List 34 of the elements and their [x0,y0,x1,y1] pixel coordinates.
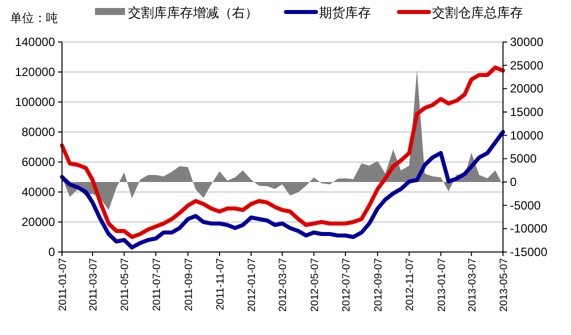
xtick: 2012-11-07 [404,258,416,311]
ytick: 100000 [14,95,55,109]
xtick: 2012-03-07 [277,258,290,312]
y2tick: 5000 [510,152,537,166]
xtick: 2011-07-07 [150,258,163,311]
ytick: 120000 [14,65,55,79]
ytick: 140000 [14,35,55,49]
y2tick: -15000 [510,245,548,259]
xtick: 2011-03-07 [88,258,100,311]
xtick: 2011-11-07 [214,258,227,310]
xtick: 2013-05-07 [498,258,510,312]
xtick: 2011-05-07 [119,258,132,311]
y2tick: 15000 [510,105,544,119]
y2tick: 10000 [510,128,544,142]
ytick: 0 [48,245,55,259]
xtick: 2012-05-07 [308,258,321,312]
ytick: 80000 [22,125,55,139]
y2tick: 30000 [510,35,544,49]
xtick: 2012-07-07 [340,258,352,312]
ytick: 40000 [22,185,55,199]
y2tick: -5000 [510,198,541,212]
xtick: 2012-01-07 [246,258,258,312]
ytick: 60000 [22,155,55,169]
xtick: 2011-09-07 [182,258,195,311]
y2tick: -10000 [510,222,548,236]
xtick: 2013-01-07 [436,258,448,312]
ylabel: 单位：吨 [10,11,58,25]
ytick: 20000 [22,215,55,229]
xtick: 2013-03-07 [466,258,478,312]
xtick: 2011-01-07 [57,258,69,311]
y2tick: 20000 [510,82,544,96]
y2tick: 0 [510,175,517,189]
y2tick: 25000 [510,58,544,72]
xtick: 2012-09-07 [372,258,385,312]
